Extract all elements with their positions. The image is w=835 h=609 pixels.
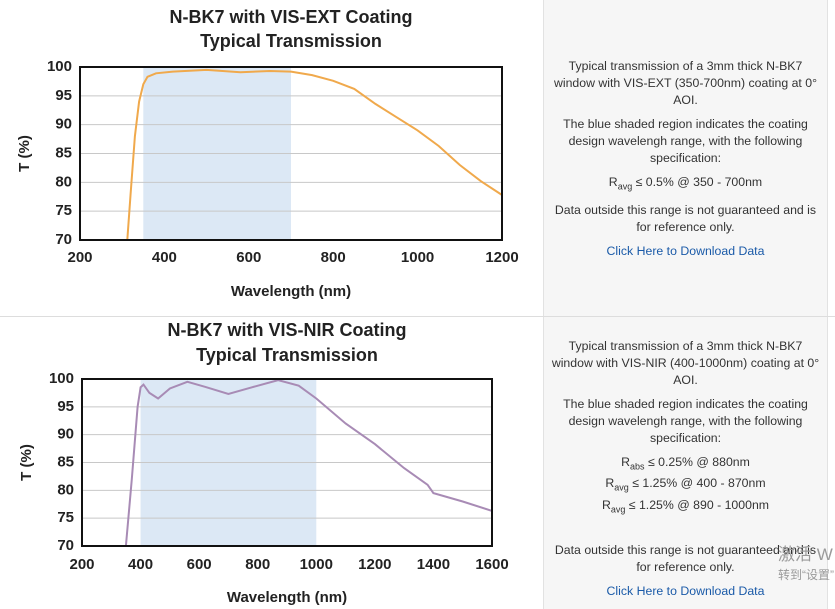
x-tick-label: 1000 [401,249,434,266]
spec: Ravg ≤ 0.5% @ 350 - 700nm [548,174,823,195]
spec-subscript: avg [610,504,626,515]
plot-frame [81,378,493,547]
x-axis-label: Wavelength (nm) [231,283,351,300]
description-text: Typical transmission of a 3mm thick N-BK… [553,59,818,107]
spec-text: ≤ 1.25% @ 400 - 870nm [632,476,766,491]
chart-row: N-BK7 with VIS-NIR Coating Typical Transm… [0,317,835,609]
y-tick-label: 90 [55,116,72,133]
y-axis-label: T (%) [16,135,33,172]
watermark: 转到“设置” [778,568,834,582]
x-tick-label: 800 [321,249,346,266]
download-link[interactable]: Click Here to Download Data [606,584,765,599]
spec-text: ≤ 0.25% @ 880nm [647,455,750,469]
chart-subtitle: Typical Transmission [196,345,378,365]
chart-title: N-BK7 with VIS-EXT Coating [170,7,413,27]
x-tick-label: 200 [67,249,92,266]
x-tick-label: 800 [245,556,270,573]
y-tick-label: 75 [55,202,72,219]
x-tick-label: 1000 [300,556,333,573]
spec-symbol: R [621,455,630,469]
x-tick-label: 600 [187,556,212,573]
description-text: Typical transmission of a 3mm thick N-BK… [551,339,820,387]
spec-subscript: avg [614,482,629,493]
spec-symbol: R [608,175,618,189]
x-axis-label: Wavelength (nm) [227,589,347,606]
spec: Ravg ≤ 1.25% @ 890 - 1000nm [548,497,823,518]
y-axis-label: T (%) [18,444,35,481]
plot-frame [79,66,503,241]
y-tick-label: 70 [55,231,72,248]
x-tick-label: 1200 [358,556,391,573]
y-tick-label: 70 [57,537,74,554]
x-tick-label: 200 [69,556,94,573]
spec-text: ≤ 1.25% @ 890 - 1000nm [628,497,770,512]
y-tick-label: 80 [55,173,72,190]
description-text: The blue shaded region indicates the coa… [563,117,808,165]
x-tick-label: 1600 [475,556,508,573]
spec-subscript: abs [630,461,645,472]
spec-list: Rabs ≤ 0.25% @ 880nm Ravg ≤ 1.25% @ 400 -… [548,454,823,518]
description-text: Data outside this range is not guarantee… [554,543,817,575]
y-tick-label: 80 [57,481,74,498]
chart-title: N-BK7 with VIS-NIR Coating [168,320,407,340]
spec-symbol: R [601,497,611,512]
chart: N-BK7 with VIS-EXT Coating Typical Transm… [16,7,519,300]
x-tick-label: 400 [152,249,177,266]
spec-list: Ravg ≤ 0.5% @ 350 - 700nm [548,174,823,195]
y-tick-label: 85 [55,144,72,161]
line [126,68,502,240]
y-tick-label: 100 [49,370,74,387]
y-tick-label: 90 [57,426,74,443]
description-text: The blue shaded region indicates the coa… [563,397,808,445]
spec: Ravg ≤ 1.25% @ 400 - 870nm [548,475,823,496]
spec-subscript: avg [617,181,633,192]
y-tick-label: 100 [47,58,72,75]
y-tick-label: 85 [57,453,74,470]
download-link[interactable]: Click Here to Download Data [606,244,765,259]
x-tick-label: 400 [128,556,153,573]
description-text: Data outside this range is not guarantee… [554,203,817,235]
spec: Rabs ≤ 0.25% @ 880nm [548,454,823,475]
description-panel: Typical transmission of a 3mm thick N-BK… [543,317,828,609]
watermark: 激活 W [778,545,833,564]
chart-subtitle: Typical Transmission [200,31,382,51]
chart: N-BK7 with VIS-NIR Coating Typical Transm… [18,320,509,606]
x-tick-label: 1400 [417,556,450,573]
spec-text: ≤ 0.5% @ 350 - 700nm [635,175,763,189]
x-tick-label: 600 [236,249,261,266]
chart-row: N-BK7 with VIS-EXT Coating Typical Transm… [0,0,835,317]
x-tick-label: 1200 [485,249,518,266]
y-tick-label: 95 [55,87,72,104]
spec-symbol: R [605,476,615,491]
y-tick-label: 75 [57,509,74,526]
y-tick-label: 95 [57,398,74,415]
line [124,379,492,546]
description-panel: Typical transmission of a 3mm thick N-BK… [543,0,828,316]
